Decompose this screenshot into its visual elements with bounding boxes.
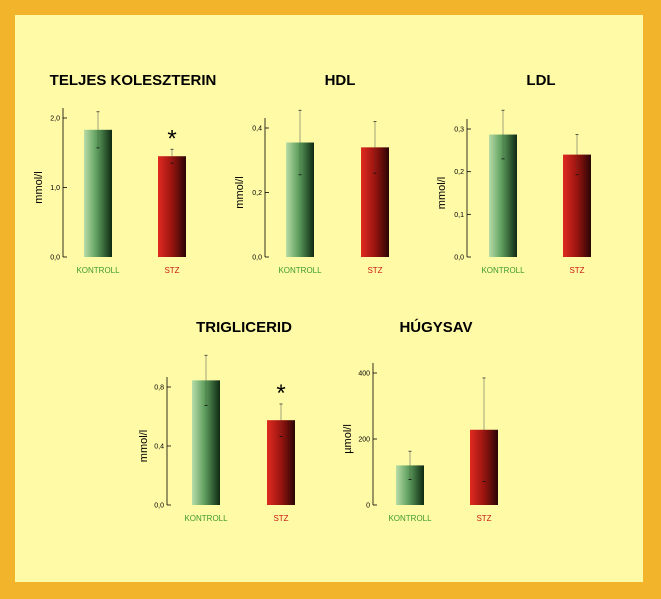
category-label-kontroll: KONTROLL (481, 266, 525, 275)
y-tick-label: 0,4 (252, 126, 262, 133)
y-axis-label: mmol/l (234, 176, 246, 208)
y-tick-label: 0,2 (454, 169, 464, 176)
chart-title: TRIGLICERID (196, 319, 292, 336)
significance-marker: * (276, 380, 285, 407)
category-label-stz: STZ (476, 514, 491, 523)
y-tick-label: 0,2 (252, 190, 262, 197)
y-tick-label: 0,0 (454, 255, 464, 262)
significance-marker: * (167, 125, 176, 152)
category-label-stz: STZ (273, 514, 288, 523)
y-tick-label: 1,0 (50, 185, 60, 192)
y-tick-label: 0,3 (454, 127, 464, 134)
y-axis-label: mmol/l (436, 177, 448, 209)
y-axis-label: mmol/l (138, 430, 150, 462)
y-axis-label: µmol/l (342, 424, 354, 454)
y-axis-label: mmol/l (33, 171, 45, 203)
chart-panel (15, 15, 643, 582)
y-tick-label: 0,8 (154, 385, 164, 392)
category-label-stz: STZ (367, 266, 382, 275)
category-label-kontroll: KONTROLL (76, 266, 120, 275)
y-tick-label: 0,0 (154, 503, 164, 510)
y-tick-label: 400 (358, 371, 370, 378)
category-label-kontroll: KONTROLL (278, 266, 322, 275)
y-tick-label: 0,0 (50, 255, 60, 262)
category-label-stz: STZ (569, 266, 584, 275)
y-tick-label: 2,0 (50, 116, 60, 123)
chart-title: LDL (526, 72, 555, 89)
category-label-kontroll: KONTROLL (388, 514, 432, 523)
stz-bar (158, 156, 186, 257)
y-tick-label: 0,1 (454, 212, 464, 219)
chart-title: HÚGYSAV (399, 318, 472, 336)
y-tick-label: 0,0 (252, 255, 262, 262)
category-label-kontroll: KONTROLL (184, 514, 228, 523)
y-tick-label: 0 (366, 503, 370, 510)
kontroll-bar (84, 129, 112, 257)
chart-title: HDL (325, 72, 356, 89)
chart-title: TELJES KOLESZTERIN (50, 72, 217, 89)
y-tick-label: 200 (358, 437, 370, 444)
y-tick-label: 0,4 (154, 444, 164, 451)
category-label-stz: STZ (164, 266, 179, 275)
